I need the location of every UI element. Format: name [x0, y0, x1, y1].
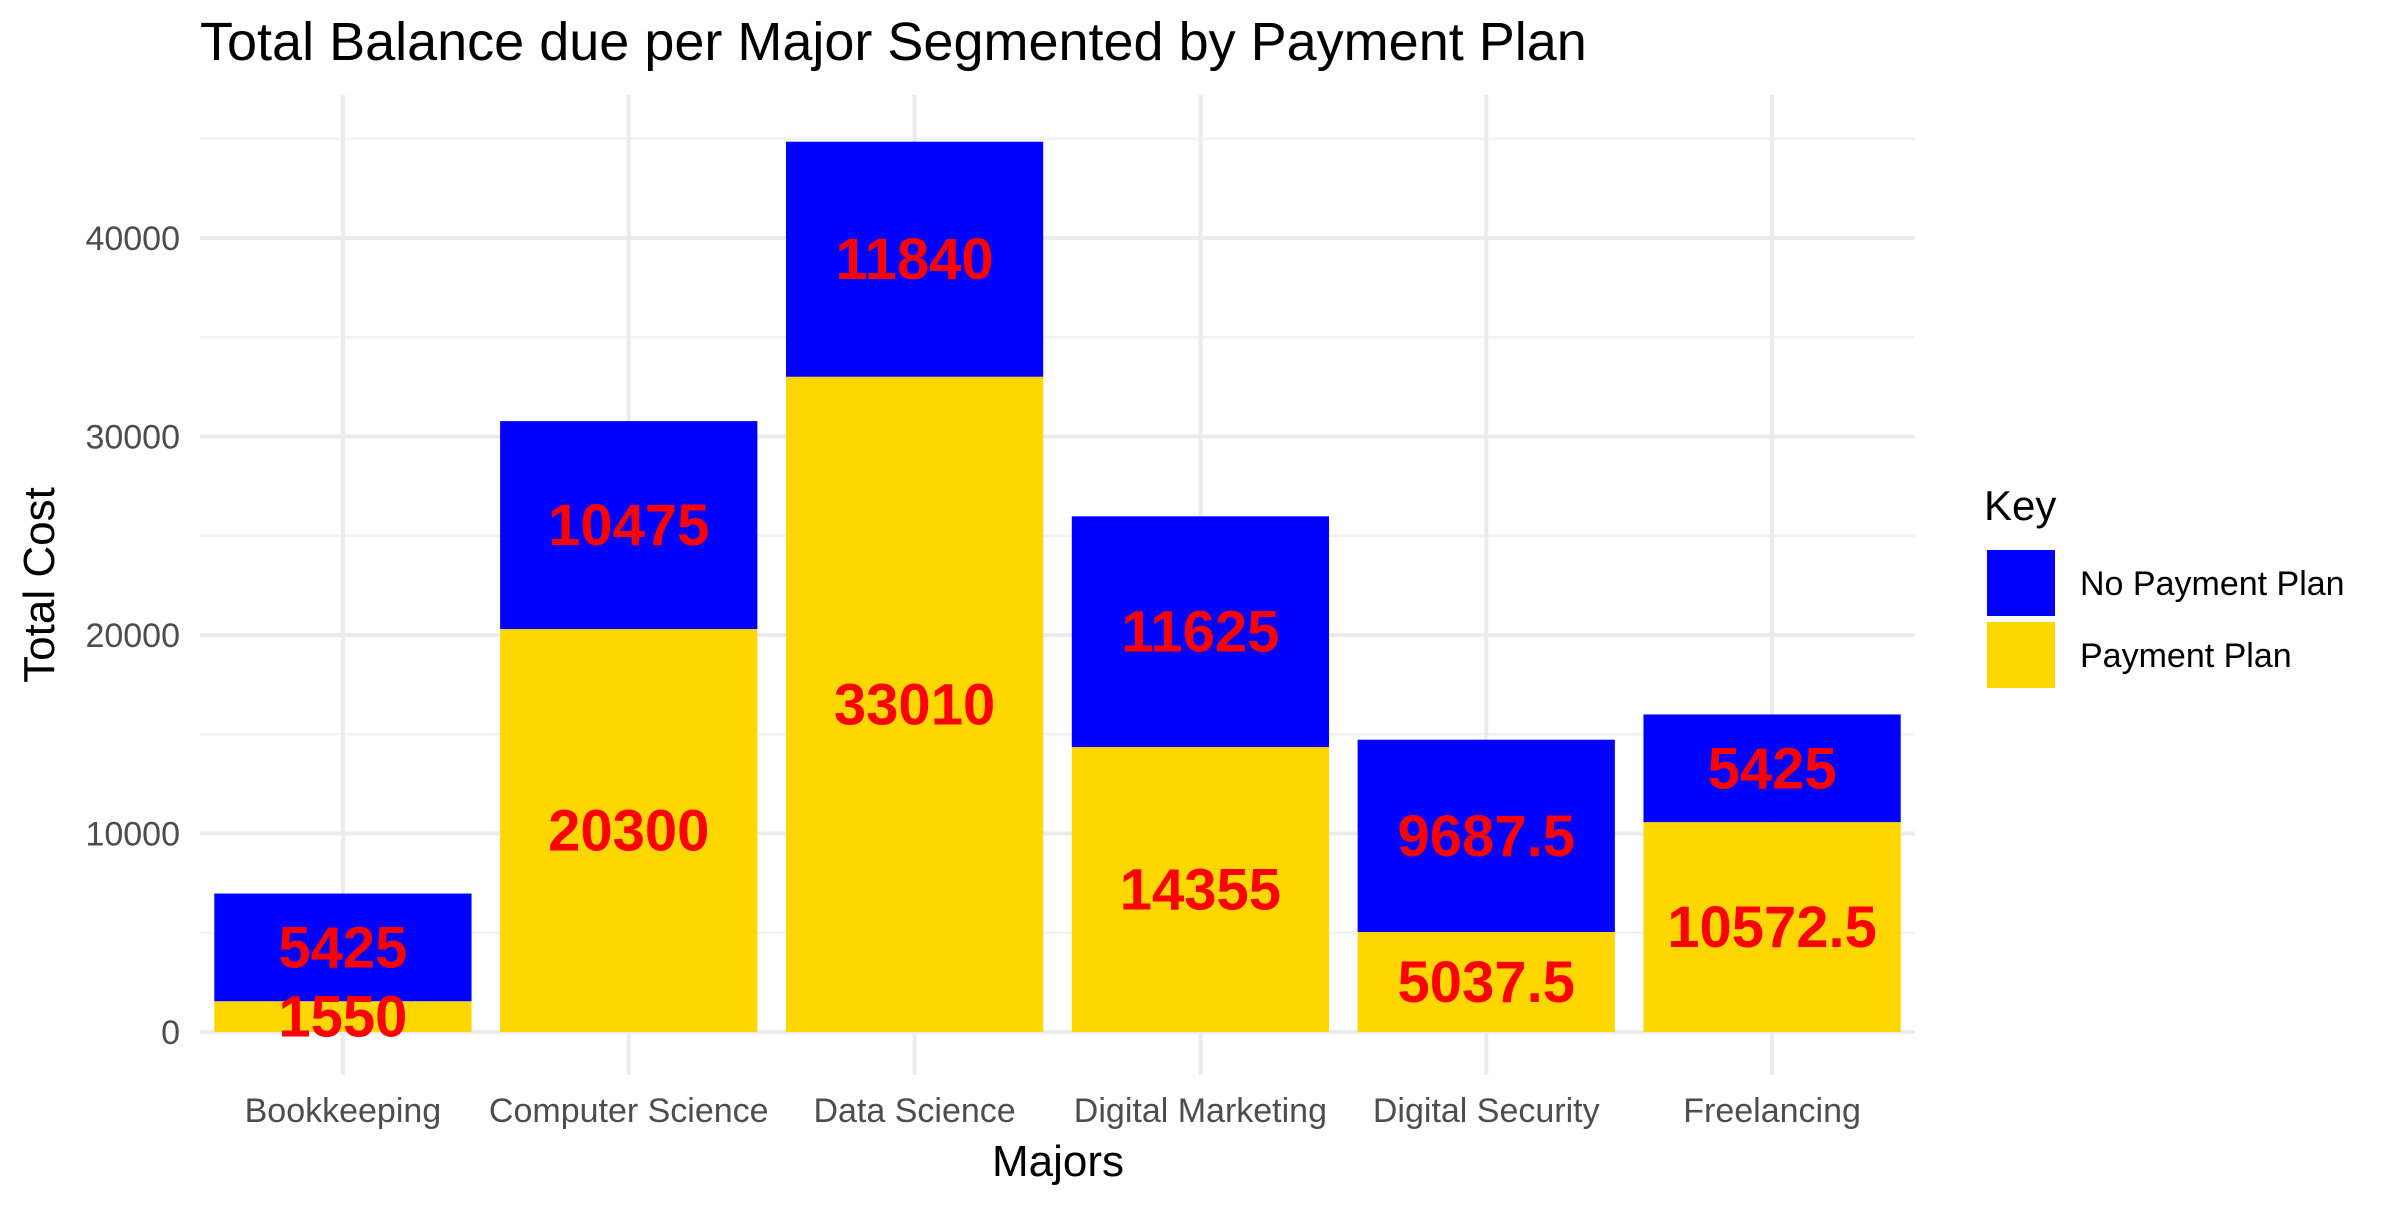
legend-swatch — [1987, 550, 2055, 616]
bar-no-payment-plan — [214, 893, 472, 1002]
y-tick-label: 0 — [161, 1014, 180, 1052]
y-axis-title: Total Cost — [15, 487, 64, 683]
y-tick-label: 10000 — [85, 816, 180, 854]
data-label-no-payment-plan: 5425 — [278, 915, 407, 980]
data-label-payment-plan: 5037.5 — [1398, 950, 1575, 1015]
bar-no-payment-plan — [1071, 516, 1330, 748]
bar-no-payment-plan — [1357, 739, 1615, 933]
bar-no-payment-plan — [500, 421, 758, 630]
legend-items: No Payment Plan Payment Plan — [1987, 550, 2345, 688]
data-label-payment-plan: 1550 — [278, 985, 407, 1050]
x-tick-label: Digital Marketing — [1074, 1092, 1327, 1130]
y-axis: 0 10000 20000 30000 40000 — [85, 220, 180, 1052]
legend-label: No Payment Plan — [2080, 565, 2345, 603]
bar-payment-plan — [1071, 747, 1330, 1032]
legend-swatch — [1987, 622, 2055, 688]
chart-title: Total Balance due per Major Segmented by… — [200, 12, 1587, 72]
x-tick-label: Data Science — [813, 1092, 1015, 1130]
data-label-no-payment-plan: 11840 — [836, 227, 994, 292]
legend-label: Payment Plan — [2080, 637, 2292, 675]
data-labels-layer: 1550542520300104753301011840143551162550… — [278, 227, 1877, 1049]
bar-payment-plan — [1357, 932, 1615, 1032]
data-label-payment-plan: 20300 — [548, 799, 709, 864]
y-tick-label: 40000 — [85, 220, 180, 258]
x-tick-label: Bookkeeping — [245, 1092, 442, 1130]
bar-no-payment-plan — [1643, 714, 1901, 823]
data-label-payment-plan: 33010 — [834, 672, 995, 737]
bar-payment-plan — [500, 629, 758, 1032]
bar-payment-plan — [1643, 822, 1901, 1032]
x-axis-title: Majors — [992, 1137, 1124, 1186]
bar-no-payment-plan — [785, 141, 1044, 377]
data-label-no-payment-plan: 9687.5 — [1398, 804, 1575, 869]
y-tick-label: 20000 — [85, 617, 180, 655]
data-label-payment-plan: 10572.5 — [1667, 895, 1877, 960]
bars-layer — [214, 141, 1901, 1033]
y-tick-label: 30000 — [85, 419, 180, 457]
bar-payment-plan — [785, 376, 1044, 1033]
bar-payment-plan — [214, 1001, 472, 1032]
data-label-no-payment-plan: 5425 — [1708, 736, 1837, 801]
legend: Key No Payment Plan Payment Plan — [1984, 482, 2345, 688]
data-label-no-payment-plan: 10475 — [548, 493, 709, 558]
x-tick-label: Freelancing — [1683, 1092, 1861, 1130]
data-label-no-payment-plan: 11625 — [1121, 600, 1279, 665]
x-axis: Bookkeeping Computer Science Data Science D… — [245, 1092, 1861, 1130]
legend-title: Key — [1984, 482, 2056, 529]
x-tick-label: Digital Security — [1373, 1092, 1600, 1130]
data-label-payment-plan: 14355 — [1120, 858, 1281, 923]
x-tick-label: Computer Science — [489, 1092, 769, 1130]
